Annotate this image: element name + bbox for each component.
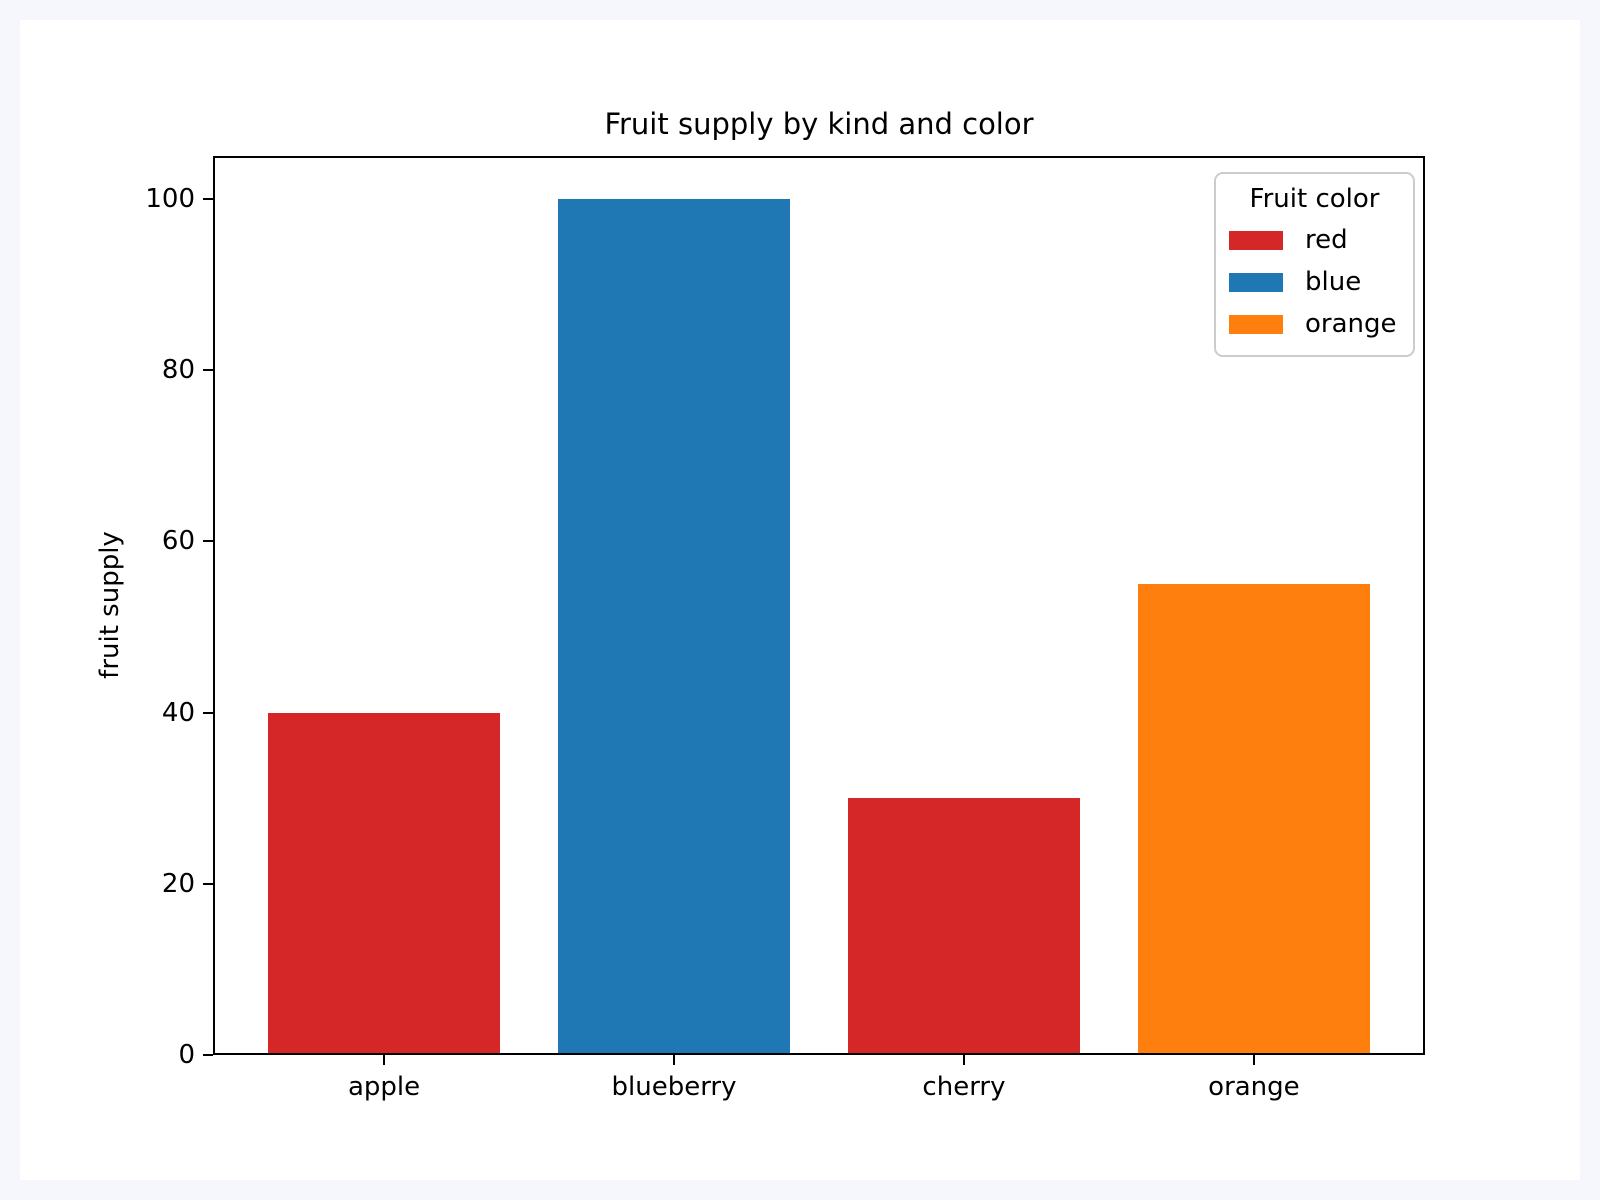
legend-title: Fruit color [1249, 184, 1380, 214]
y-tick-mark [203, 882, 213, 885]
legend-entry-red: red [1216, 219, 1413, 261]
legend-label: blue [1305, 267, 1362, 297]
bar-blueberry [558, 198, 790, 1055]
legend-label: red [1305, 225, 1348, 255]
legend-rows: red blue orange [1216, 219, 1413, 345]
y-tick-mark [203, 711, 213, 714]
x-tick-label-cherry: cherry [922, 1072, 1006, 1102]
legend-entry-orange: orange [1216, 303, 1413, 345]
legend-swatch-orange [1229, 314, 1283, 334]
y-tick-label: 0 [178, 1040, 195, 1070]
x-tick-mark [1252, 1055, 1255, 1065]
y-tick-label: 40 [161, 697, 195, 728]
bar-apple [268, 712, 501, 1055]
x-tick-label-blueberry: blueberry [611, 1072, 737, 1102]
y-tick-label: 20 [161, 868, 195, 899]
y-tick-mark [203, 369, 213, 372]
chart-title: Fruit supply by kind and color [604, 107, 1034, 141]
y-tick-mark [203, 540, 213, 543]
x-tick-label-apple: apple [347, 1072, 421, 1102]
x-tick-mark [383, 1055, 386, 1065]
y-tick-label: 100 [145, 183, 195, 214]
legend-swatch-blue [1229, 272, 1283, 292]
bar-cherry [847, 798, 1080, 1055]
legend: Fruit color red blue orange [1214, 172, 1415, 357]
y-tick-label: 80 [161, 355, 195, 386]
x-tick-mark [673, 1055, 676, 1065]
x-tick-mark [962, 1055, 965, 1065]
legend-label: orange [1305, 309, 1397, 339]
y-tick-mark [203, 197, 213, 200]
legend-swatch-red [1229, 230, 1283, 250]
y-tick-mark [203, 1054, 213, 1056]
y-tick-label: 60 [161, 526, 195, 557]
legend-entry-blue: blue [1216, 261, 1413, 303]
x-tick-label-orange: orange [1208, 1072, 1300, 1102]
bar-orange [1137, 584, 1370, 1055]
